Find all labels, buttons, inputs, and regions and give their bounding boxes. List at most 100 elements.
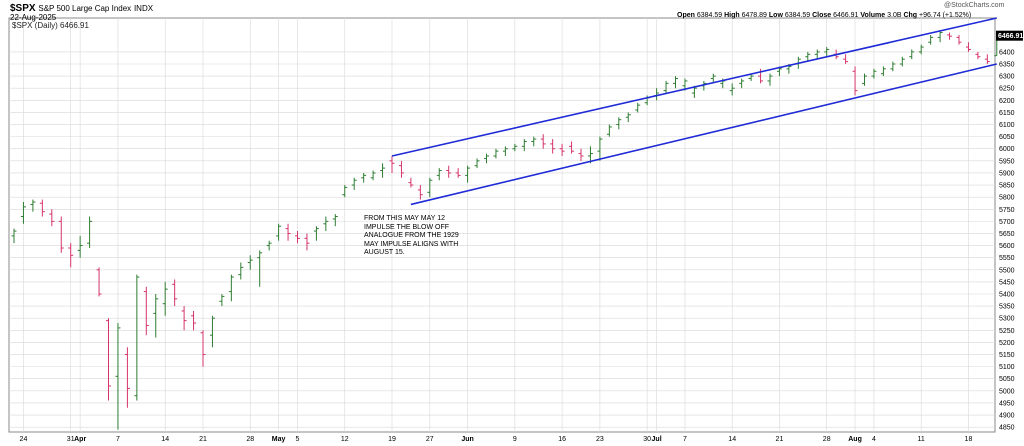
open-value: 6384.59 [696,12,723,19]
ohlc-bar [77,235,83,258]
x-tick-label: Aug [848,436,862,443]
ohlc-bar [673,76,678,89]
chart-date: 22-Aug-2025 [10,13,57,22]
ohlc-bar [465,165,471,183]
ohlc-bar [531,136,537,147]
x-tick-label: 31 [67,436,75,443]
ohlc-bar [106,318,111,401]
ohlc-bar [361,172,367,183]
ohlc-bar [219,294,225,307]
ohlc-bar [124,347,130,408]
y-tick-label: 5550 [999,255,1015,262]
ohlc-bar [710,73,716,84]
last-price-label: 6466.91 [998,33,1023,40]
ohlc-bar [880,66,886,77]
ohlc-bar [862,73,867,86]
ohlc-bar [569,141,575,154]
y-tick-label: 4850 [999,425,1015,432]
x-tick-label: Apr [74,436,86,443]
ohlc-bar [96,267,102,297]
x-tick-label: 4 [872,436,876,443]
ohlc-bar [115,323,121,430]
y-tick-label: 6050 [999,134,1015,141]
x-tick-label: 21 [776,436,784,443]
y-tick-label: 5450 [999,279,1015,286]
ohlc-bar [739,78,745,89]
y-tick-label: 5350 [999,304,1015,311]
volume-label: Volume [860,12,886,19]
ohlc-bars [11,30,1000,430]
channel-line [391,17,997,157]
symbol-name: S&P 500 Large Cap Index [38,4,132,13]
x-tick-label: 5 [296,436,300,443]
ohlc-bar [200,330,206,367]
ohlc-bar [134,274,140,401]
ohlc-bar [266,240,272,251]
ohlc-bar [30,199,36,212]
ohlc-bar [729,83,735,96]
ohlc-bar [559,143,565,156]
ohlc-bar [540,134,546,149]
ohlc-bar [143,286,149,336]
ohlc-bar [918,44,924,55]
ohlc-bar [238,262,244,280]
y-tick-label: 4950 [999,400,1015,407]
y-tick-label: 5750 [999,207,1015,214]
symbol: $SPX [10,3,36,14]
ohlc-bar [521,139,527,152]
y-tick-label: 5850 [999,183,1015,190]
chg-label: Chg [903,12,918,19]
x-tick-label: Jun [461,436,473,443]
ohlc-bar [181,306,187,331]
ohlc-bar [332,214,338,227]
ohlc-bar [909,49,915,60]
y-tick-label: 6350 [999,62,1015,69]
ohlc-bar [276,223,282,241]
chg-value: +96.74 (+1.52%) [919,12,972,19]
ohlc-bar [824,47,830,57]
last-price-box [996,30,1023,41]
ohlc-bar [578,148,584,161]
y-tick-label: 5200 [999,340,1015,347]
x-tick-label: 12 [341,436,349,443]
ohlc-bar [162,281,168,316]
ohlc-bar [295,231,300,244]
x-tick-label: 19 [388,436,396,443]
ohlc-bar [455,168,461,178]
ohlc-bar [984,54,990,64]
ohlc-bar [11,228,17,244]
y-tick-label: 4900 [999,413,1015,420]
ohlc-bar [417,185,423,200]
y-tick-label: 6000 [999,146,1015,153]
ohlc-bar [852,66,858,96]
ohlc-bar [153,294,159,338]
ohlc-bar [389,156,395,173]
ohlc-bar [398,160,404,178]
ohlc-bar [58,216,64,253]
x-tick-label: 28 [823,436,831,443]
annotation-line: MAY IMPULSE ALIGNS WITH [364,240,459,248]
ohlc-bar [928,34,934,45]
series-legend: $SPX (Daily) 6466.91 [12,21,89,30]
x-tick-label: Jul [652,436,662,443]
brand-watermark: @StockCharts.com [944,2,1005,9]
x-tick-label: 23 [596,436,604,443]
ohlc-bar [191,310,197,331]
ohlc-bar [323,216,329,232]
y-tick-label: 6300 [999,74,1015,81]
x-tick-label: 7 [116,436,120,443]
high-label: High [724,12,740,19]
y-tick-label: 6100 [999,122,1015,129]
ohlc-bar [247,255,253,270]
ohlc-bar [814,49,820,60]
y-tick-label: 6150 [999,110,1015,117]
ohlc-bar [408,177,414,188]
y-tick-label: 5300 [999,316,1015,323]
y-tick-label: 5950 [999,158,1015,165]
ohlc-bar [257,250,263,287]
ohlc-bar [285,223,291,241]
x-tick-label: 28 [246,436,254,443]
open-label: Open [677,12,695,19]
y-tick-label: 5800 [999,195,1015,202]
y-tick-label: 6200 [999,98,1015,105]
